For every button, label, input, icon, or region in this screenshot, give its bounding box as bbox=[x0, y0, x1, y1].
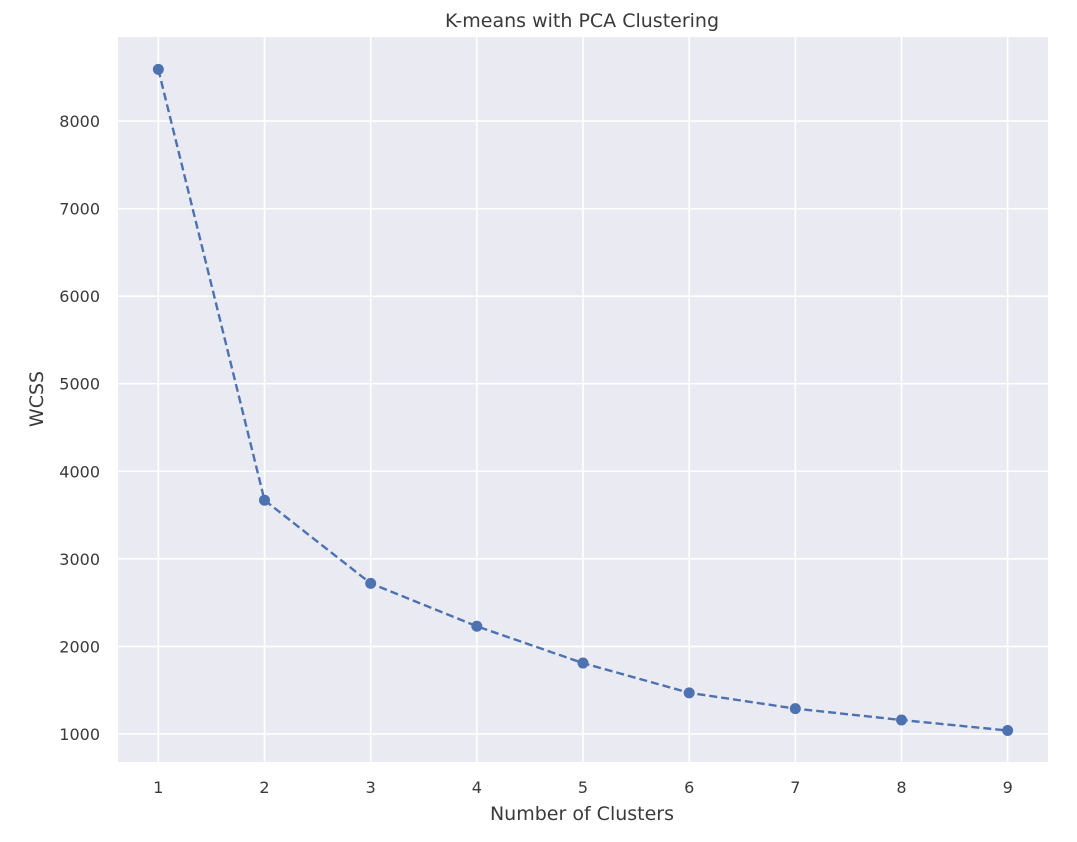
grid-lines bbox=[118, 37, 1048, 762]
data-point bbox=[152, 63, 164, 75]
x-tick-label: 5 bbox=[578, 778, 588, 797]
x-tick-label: 2 bbox=[259, 778, 269, 797]
data-point bbox=[895, 714, 907, 726]
chart-title: K-means with PCA Clustering bbox=[445, 10, 719, 32]
data-point bbox=[259, 494, 271, 506]
series-layer bbox=[152, 63, 1014, 736]
tick-labels: 1 2 3 4 5 6 7 8 9 1000 2000 3000 4000 5000 6000 7000 800… bbox=[59, 112, 1012, 797]
x-tick-label: 3 bbox=[366, 778, 376, 797]
y-axis-label: WCSS bbox=[26, 371, 48, 427]
data-point bbox=[683, 687, 695, 699]
data-point bbox=[365, 577, 377, 589]
x-tick-label: 9 bbox=[1003, 778, 1013, 797]
data-point bbox=[789, 703, 801, 715]
data-point bbox=[1002, 724, 1014, 736]
x-tick-label: 6 bbox=[684, 778, 694, 797]
x-tick-label: 4 bbox=[472, 778, 482, 797]
data-point bbox=[471, 620, 483, 632]
y-tick-label: 1000 bbox=[59, 725, 100, 744]
y-tick-label: 6000 bbox=[59, 287, 100, 306]
x-tick-label: 7 bbox=[790, 778, 800, 797]
y-tick-label: 5000 bbox=[59, 375, 100, 394]
y-tick-label: 3000 bbox=[59, 550, 100, 569]
data-point bbox=[577, 657, 589, 669]
y-tick-label: 8000 bbox=[59, 112, 100, 131]
x-tick-label: 8 bbox=[896, 778, 906, 797]
y-tick-label: 2000 bbox=[59, 637, 100, 656]
y-tick-label: 4000 bbox=[59, 462, 100, 481]
y-tick-label: 7000 bbox=[59, 200, 100, 219]
x-axis-label: Number of Clusters bbox=[490, 803, 674, 825]
x-tick-label: 1 bbox=[153, 778, 163, 797]
